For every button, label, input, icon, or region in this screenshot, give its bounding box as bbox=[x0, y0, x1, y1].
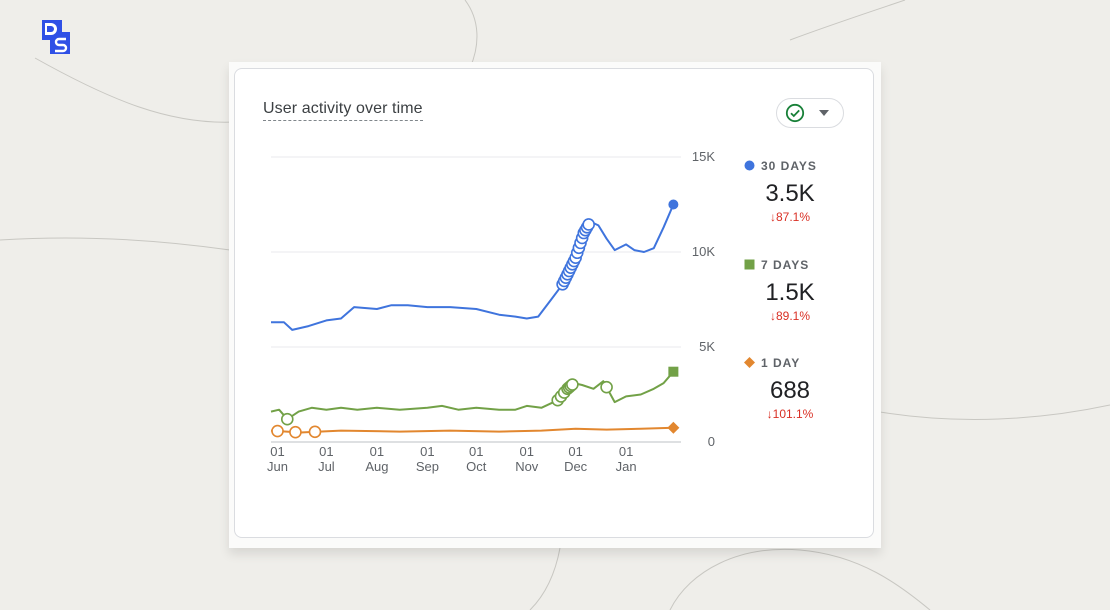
legend-value: 688 bbox=[769, 377, 811, 404]
series-line-7-days bbox=[270, 371, 675, 421]
x-tick-day: 01 bbox=[270, 444, 284, 459]
x-tick-month: Jul bbox=[318, 459, 335, 474]
annotation-marker bbox=[280, 412, 294, 426]
x-tick-day: 01 bbox=[619, 444, 633, 459]
y-tick-label: 0 bbox=[708, 434, 715, 449]
annotation-marker bbox=[582, 218, 595, 231]
check-circle-icon bbox=[785, 103, 805, 123]
x-tick-month: Jan bbox=[616, 459, 637, 474]
x-tick-day: 01 bbox=[420, 444, 434, 459]
legend-label: 7 DAYS bbox=[761, 258, 810, 272]
x-tick-day: 01 bbox=[520, 444, 534, 459]
x-tick-month: Nov bbox=[515, 459, 539, 474]
card-title[interactable]: User activity over time bbox=[263, 100, 423, 121]
legend-change: ↓101.1% bbox=[766, 407, 814, 421]
x-tick-month: Dec bbox=[564, 459, 588, 474]
legend-30-days[interactable]: 30 DAYS 3.5K ↓87.1% bbox=[740, 158, 860, 224]
circle-marker-icon bbox=[744, 160, 755, 171]
x-tick-month: Aug bbox=[365, 459, 388, 474]
line-chart: 05K10K15K01Jun01Jul01Aug01Sep01Oct01Nov0… bbox=[267, 149, 715, 474]
legend-label: 30 DAYS bbox=[761, 159, 817, 173]
end-marker-square bbox=[668, 366, 679, 377]
annotation-marker bbox=[308, 425, 322, 439]
ds-logo bbox=[40, 18, 72, 56]
legend-label: 1 DAY bbox=[761, 356, 801, 370]
series-line-30-days bbox=[271, 204, 675, 331]
y-tick-label: 5K bbox=[699, 339, 715, 354]
end-marker-circle bbox=[668, 199, 679, 210]
x-tick-month: Oct bbox=[466, 459, 487, 474]
x-tick-day: 01 bbox=[319, 444, 333, 459]
end-marker-diamond bbox=[667, 421, 680, 434]
legend-value: 3.5K bbox=[765, 180, 815, 207]
x-tick-day: 01 bbox=[469, 444, 483, 459]
legend-value: 1.5K bbox=[765, 279, 815, 306]
legend-change: ↓89.1% bbox=[769, 309, 811, 323]
legend-change: ↓87.1% bbox=[769, 210, 811, 224]
annotation-marker bbox=[600, 380, 613, 394]
y-tick-label: 10K bbox=[692, 244, 715, 259]
annotation-marker bbox=[566, 378, 579, 391]
x-tick-day: 01 bbox=[568, 444, 582, 459]
annotation-marker bbox=[289, 425, 302, 439]
diamond-marker-icon bbox=[744, 357, 755, 368]
x-tick-day: 01 bbox=[370, 444, 384, 459]
square-marker-icon bbox=[744, 259, 755, 270]
x-tick-month: Sep bbox=[416, 459, 439, 474]
annotation-marker bbox=[271, 424, 284, 438]
series-line-1-day bbox=[270, 426, 674, 434]
y-tick-label: 15K bbox=[692, 149, 715, 164]
x-tick-month: Jun bbox=[267, 459, 288, 474]
legend-7-days[interactable]: 7 DAYS 1.5K ↓89.1% bbox=[740, 257, 860, 323]
arrow-drop-down-icon bbox=[819, 110, 829, 116]
compare-dropdown-button[interactable] bbox=[776, 98, 844, 128]
legend-1-day[interactable]: 1 DAY 688 ↓101.1% bbox=[740, 355, 860, 421]
user-activity-card: User activity over time 0 5K 10K 15K 01 Jun 01… bbox=[234, 68, 874, 538]
